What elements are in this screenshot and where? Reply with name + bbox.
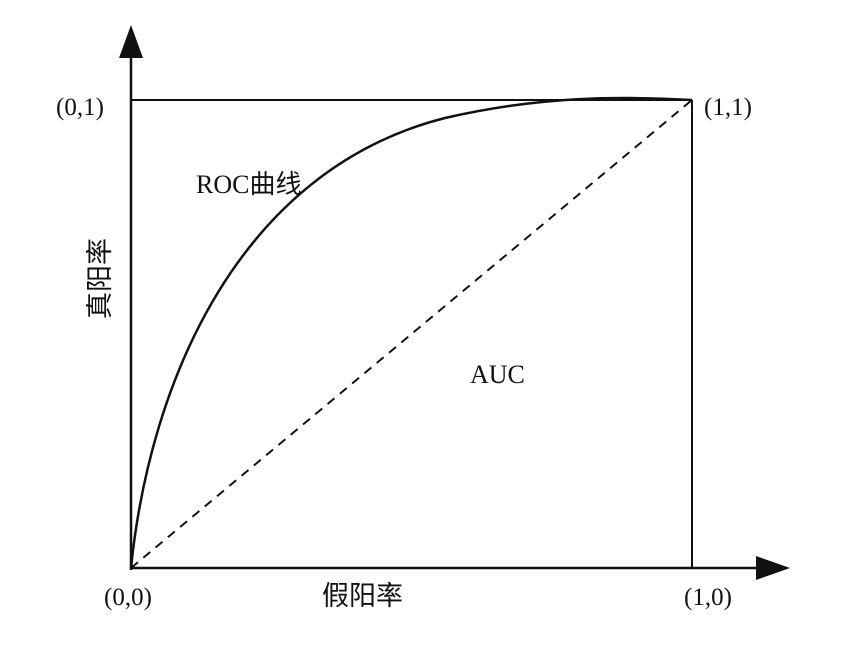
roc-curve <box>129 96 693 569</box>
x-axis-label: 假阳率 <box>322 581 403 612</box>
auc-label: AUC <box>470 360 525 389</box>
y-axis-label: 真阳率 <box>85 238 116 319</box>
x-axis-arrow <box>756 556 790 580</box>
diagonal-reference-line <box>130 99 693 569</box>
roc-curve-label: ROC曲线 <box>196 170 302 199</box>
corner-label-top-left: (0,1) <box>56 94 104 121</box>
corner-label-top-right: (1,1) <box>704 94 752 121</box>
corner-label-bottom-right: (1,0) <box>684 584 732 611</box>
corner-label-origin: (0,0) <box>104 584 152 611</box>
y-axis-arrow <box>119 25 143 58</box>
